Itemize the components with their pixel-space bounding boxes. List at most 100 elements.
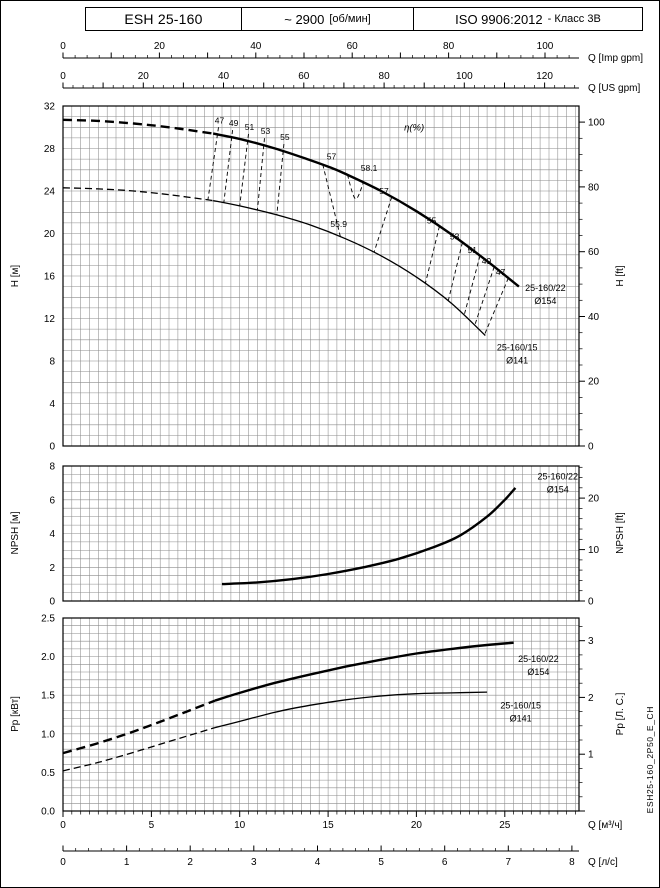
standard-cell: ISO 9906:2012 - Класс 3В: [413, 7, 643, 31]
svg-text:2: 2: [588, 693, 594, 704]
svg-text:25: 25: [499, 820, 511, 831]
svg-text:Ø154: Ø154: [534, 296, 556, 306]
svg-text:2.0: 2.0: [41, 652, 55, 663]
svg-text:Ø141: Ø141: [510, 713, 532, 723]
svg-text:80: 80: [379, 71, 391, 82]
svg-text:1.0: 1.0: [41, 729, 55, 740]
svg-text:0: 0: [49, 597, 55, 608]
svg-text:Q [Imp gpm]: Q [Imp gpm]: [588, 53, 643, 64]
power-series: 25-160/22 Ø154 25-160/15 Ø141: [62, 641, 559, 772]
svg-text:0: 0: [588, 597, 594, 608]
svg-text:H [ft]: H [ft]: [615, 265, 626, 286]
svg-text:60: 60: [588, 247, 600, 258]
svg-text:0: 0: [49, 442, 55, 453]
speed-value: ~ 2900: [284, 11, 325, 27]
curve-solid: [212, 132, 520, 288]
svg-text:24: 24: [44, 187, 56, 198]
svg-text:51: 51: [245, 122, 255, 132]
curve-solid: [214, 641, 514, 702]
svg-text:0: 0: [60, 71, 66, 82]
svg-text:5: 5: [149, 820, 155, 831]
q-m3h-axis: 0 5 10 15 20 25 Q [м³/ч]: [60, 811, 623, 831]
svg-text:2: 2: [49, 563, 55, 574]
svg-text:Ø141: Ø141: [506, 355, 528, 365]
svg-text:49: 49: [229, 118, 239, 128]
svg-text:NPSH [ft]: NPSH [ft]: [615, 512, 626, 554]
svg-text:1: 1: [588, 750, 594, 761]
head-flow-series: 25-160/22 Ø154 25-160/15 Ø141: [62, 118, 566, 365]
svg-text:0: 0: [60, 820, 66, 831]
svg-text:7: 7: [506, 857, 512, 868]
svg-text:60: 60: [298, 71, 310, 82]
svg-text:20: 20: [154, 41, 166, 52]
svg-text:25-160/22: 25-160/22: [538, 472, 579, 482]
svg-text:4: 4: [49, 529, 55, 540]
pump-model-cell: ESH 25-160: [85, 7, 242, 31]
svg-text:16: 16: [44, 272, 56, 283]
svg-text:0: 0: [60, 41, 66, 52]
svg-text:100: 100: [537, 41, 554, 52]
curve-dashed: [62, 699, 216, 755]
svg-text:20: 20: [411, 820, 423, 831]
curve-dashed: [62, 726, 216, 772]
svg-text:20: 20: [138, 71, 150, 82]
svg-text:1: 1: [124, 857, 130, 868]
svg-text:120: 120: [536, 71, 553, 82]
svg-text:0.0: 0.0: [41, 807, 55, 818]
speed-unit: [об/мин]: [329, 13, 371, 25]
svg-text:4: 4: [315, 857, 321, 868]
curve-solid: [213, 199, 486, 336]
svg-text:2.5: 2.5: [41, 614, 55, 625]
svg-text:47: 47: [496, 267, 506, 277]
svg-text:40: 40: [588, 312, 600, 323]
standard-class: - Класс 3В: [547, 13, 601, 25]
svg-text:100: 100: [588, 118, 605, 129]
svg-text:3: 3: [588, 636, 594, 647]
svg-text:57: 57: [379, 186, 389, 196]
svg-text:20: 20: [44, 229, 56, 240]
svg-text:51: 51: [468, 245, 478, 255]
svg-text:6: 6: [442, 857, 448, 868]
svg-text:20: 20: [588, 377, 600, 388]
svg-text:1.5: 1.5: [41, 691, 55, 702]
svg-text:57: 57: [327, 152, 337, 162]
svg-text:Ø154: Ø154: [547, 485, 569, 495]
svg-text:Pр [кВт]: Pр [кВт]: [10, 696, 21, 732]
svg-text:55: 55: [427, 215, 437, 225]
svg-text:Q [м³/ч]: Q [м³/ч]: [588, 820, 623, 831]
svg-text:Pр [Л. С.]: Pр [Л. С.]: [615, 692, 626, 735]
svg-text:0: 0: [60, 857, 66, 868]
svg-text:15: 15: [323, 820, 335, 831]
svg-text:η(%): η(%): [404, 122, 424, 133]
curve-solid: [221, 487, 517, 586]
drawing-code: ESH25-160_2P50_E_CH: [645, 705, 655, 813]
svg-text:25-160/22: 25-160/22: [518, 654, 559, 664]
svg-text:0.5: 0.5: [41, 768, 55, 779]
svg-text:55.9: 55.9: [330, 219, 347, 229]
svg-text:Q [л/с]: Q [л/с]: [588, 857, 618, 868]
svg-text:Ø154: Ø154: [527, 667, 549, 677]
svg-text:8: 8: [569, 857, 575, 868]
svg-text:H [м]: H [м]: [10, 265, 21, 288]
svg-text:Q [US gpm]: Q [US gpm]: [588, 83, 640, 94]
svg-text:12: 12: [44, 314, 56, 325]
q-ls-axis: 0 1 2 3 4 5 6 7 8 Q [л/с]: [60, 845, 618, 868]
svg-text:2: 2: [187, 857, 193, 868]
q-us-gpm-axis: 0 20 40 60 80 100 120 Q [US gpm]: [60, 71, 640, 94]
svg-text:40: 40: [218, 71, 230, 82]
curve-solid: [214, 691, 488, 729]
svg-text:32: 32: [44, 102, 56, 113]
svg-text:80: 80: [588, 182, 600, 193]
curve-dashed: [62, 187, 214, 202]
svg-text:25-160/15: 25-160/15: [497, 342, 538, 352]
svg-text:60: 60: [347, 41, 359, 52]
title-block: ESH 25-160 ~ 2900 [об/мин] ISO 9906:2012…: [85, 7, 643, 31]
curve-dashed: [62, 118, 214, 135]
npsh-series: 25-160/22 Ø154: [221, 472, 579, 586]
power-chart: 0.0 0.5 1.0 1.5 2.0 2.5 1 2 3: [41, 614, 594, 818]
svg-text:5: 5: [378, 857, 384, 868]
standard-name: ISO 9906:2012: [455, 11, 543, 27]
npsh-chart: 0 2 4 6 8 0 10 20: [49, 462, 599, 608]
